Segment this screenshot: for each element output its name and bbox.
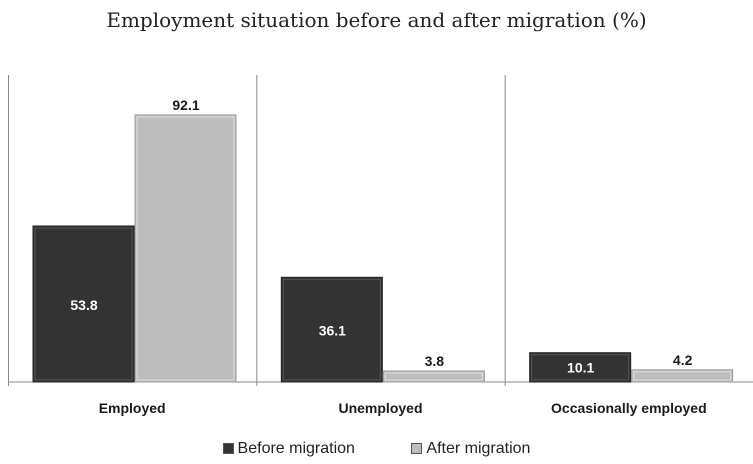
bar-bevel-0-1 xyxy=(136,116,235,381)
bar-bevel-1-1 xyxy=(384,372,483,381)
data-label-after-0: 92.1 xyxy=(172,97,199,113)
bar-after-1 xyxy=(382,370,485,383)
category-label-0: Employed xyxy=(99,400,166,416)
legend-label-after: After migration xyxy=(426,440,531,457)
chart-title: Employment situation before and after mi… xyxy=(106,8,647,32)
legend-swatch-before xyxy=(222,443,234,454)
category-label-1: Unemployed xyxy=(338,400,422,416)
bar-before-2 xyxy=(529,352,632,383)
legend: Before migration After migration xyxy=(0,440,753,458)
bar-before-0 xyxy=(32,225,135,383)
category-label-2: Occasionally employed xyxy=(551,400,707,416)
data-label-before-2: 10.1 xyxy=(567,359,594,375)
data-label-after-2: 4.2 xyxy=(673,352,693,368)
data-label-before-0: 53.8 xyxy=(70,297,97,313)
data-label-after-1: 3.8 xyxy=(425,353,445,369)
bar-bevel-0-0 xyxy=(34,227,133,381)
legend-label-before: Before migration xyxy=(237,440,355,457)
legend-item-before: Before migration xyxy=(222,440,355,458)
legend-swatch-after xyxy=(411,443,423,454)
legend-item-after: After migration xyxy=(411,440,530,458)
bar-bevel-2-0 xyxy=(531,354,630,381)
bar-after-0 xyxy=(134,114,237,383)
bar-bevel-2-1 xyxy=(633,371,732,381)
bar-after-2 xyxy=(631,369,734,383)
data-label-before-1: 36.1 xyxy=(319,323,346,339)
bar-before-1 xyxy=(280,276,383,383)
bar-bevel-1-0 xyxy=(282,278,381,381)
chart-area: 53.8 92.1 Employed 36.1 3.8 Unemployed 10.1 4.2… xyxy=(8,75,753,416)
